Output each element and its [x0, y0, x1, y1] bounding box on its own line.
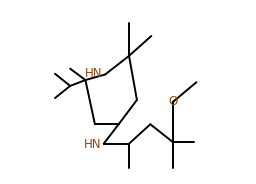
Text: HN: HN	[85, 67, 103, 80]
Text: HN: HN	[84, 138, 102, 151]
Text: O: O	[168, 95, 178, 108]
